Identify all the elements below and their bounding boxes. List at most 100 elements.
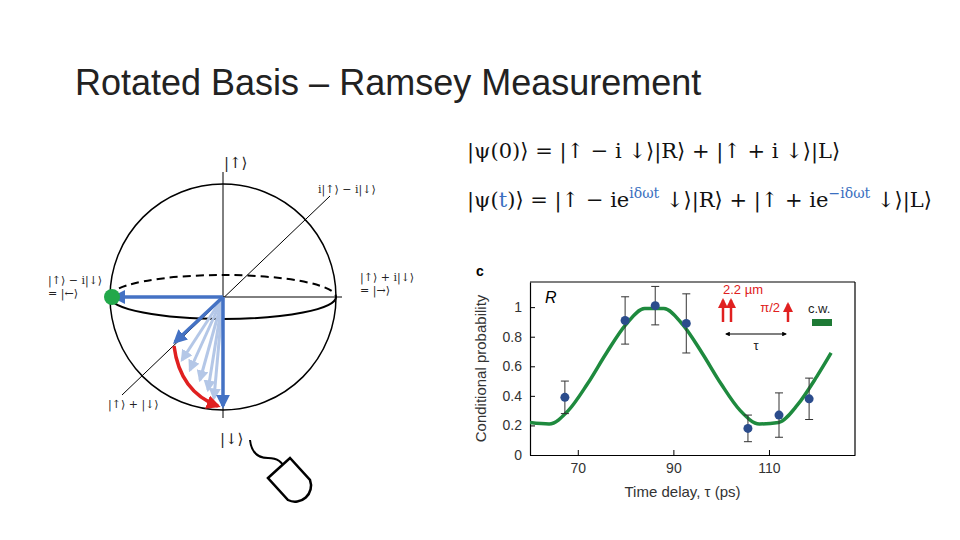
data-point (651, 301, 660, 310)
error-bar (775, 393, 783, 437)
y-tick-mark (530, 425, 535, 426)
data-point (560, 393, 569, 402)
fit-line (530, 309, 831, 424)
x-tick-mark (578, 450, 579, 455)
y-tick-mark (530, 337, 535, 338)
sphere-label: i|↑⟩ − i|↓⟩ (318, 183, 376, 197)
sphere-label: = |→⟩ (360, 284, 390, 298)
inset-arrow (722, 300, 725, 322)
inset-label: c.w. (808, 301, 830, 316)
inset: 2.2 µm π/2 c.w. τ (723, 282, 832, 353)
y-tick: 0.8 (503, 329, 535, 345)
error-bar-cap (561, 381, 569, 382)
error-bar-cap (744, 415, 752, 416)
equation-part: ↓⟩|R⟩ + |↑ + ie (659, 188, 828, 213)
chart: 70 90 110 0 0.2 0.4 0.6 0.8 1 c R Time delay, τ (ps… (472, 263, 856, 500)
x-axis: 70 90 110 (531, 450, 856, 476)
state-arrow (175, 297, 223, 342)
y-tick: 0.6 (503, 358, 535, 374)
error-bar-cap (682, 352, 690, 353)
y-tick-mark (530, 455, 535, 456)
error-bar-cap (651, 324, 659, 325)
error-bar-cap (621, 344, 629, 345)
frame-right (854, 282, 855, 455)
bloch-sphere: |↑⟩|↓⟩i|↑⟩ − i|↓⟩|↑⟩ + |↓⟩|↑⟩ − i|↓⟩= |←… (48, 154, 414, 448)
sphere-label: |↑⟩ (224, 154, 247, 172)
equation-part: |ψ( (467, 188, 499, 213)
error-bar-cap (651, 286, 659, 287)
error-bar (561, 381, 569, 414)
error-bar (682, 294, 690, 353)
y-tick-mark (530, 307, 535, 308)
data-point (682, 319, 691, 328)
axis-z (223, 172, 224, 418)
plot-area (530, 286, 831, 441)
data-point (805, 394, 814, 403)
equation-part: −iδωt (829, 185, 871, 201)
y-tick: 0.2 (503, 417, 535, 433)
error-bar-cap (775, 392, 783, 393)
equation-part: )⟩ = |↑ − ie (507, 188, 629, 213)
inset-arrow (730, 300, 733, 322)
panel-label: c (476, 263, 484, 279)
equation: |ψ(t)⟩ = |↑ − ieiδωt ↓⟩|R⟩ + |↑ + ie−iδω… (467, 185, 932, 213)
y-tick: 1 (514, 299, 535, 315)
x-tick: 70 (571, 450, 587, 476)
x-tick-label: 110 (758, 460, 781, 476)
error-bar-cap (621, 296, 629, 297)
error-bar-cap (805, 419, 813, 420)
y-tick: 0 (514, 447, 535, 463)
data-point (775, 411, 784, 420)
data-point (743, 424, 752, 433)
x-axis-line (531, 455, 856, 456)
state-arrow (221, 297, 225, 406)
error-bar-cap (682, 293, 690, 294)
equation-part: ↓⟩|L⟩ (870, 188, 932, 213)
error-bar-cap (775, 437, 783, 438)
y-axis: 0 0.2 0.4 0.6 0.8 1 (503, 283, 535, 463)
y-tick-label: 0.2 (503, 417, 523, 433)
equation-part: |ψ(0)⟩ = |↑ − i ↓⟩|R⟩ + |↑ + i ↓⟩|L⟩ (467, 139, 840, 164)
rotation-arc (174, 346, 218, 406)
inset-label: τ (753, 338, 759, 353)
error-bar (651, 286, 659, 324)
x-tick-mark (769, 450, 770, 455)
initial-state (104, 289, 120, 305)
inset-arrow (787, 304, 790, 322)
x-tick-mark (673, 450, 674, 455)
slide-title: Rotated Basis – Ramsey Measurement (75, 62, 701, 103)
state-arrow (114, 295, 223, 299)
y-tick-label: 0.4 (503, 388, 523, 404)
x-tick-label: 70 (571, 460, 587, 476)
detector-cable (250, 440, 285, 470)
slide: Rotated Basis – Ramsey Measurement|ψ(0)⟩… (0, 0, 960, 540)
x-axis-title: Time delay, τ (ps) (625, 483, 741, 500)
y-tick-label: 0.8 (503, 329, 523, 345)
inset-label: 2.2 µm (723, 282, 763, 297)
x-tick: 90 (666, 450, 682, 476)
y-tick-label: 0 (514, 447, 522, 463)
error-bar (805, 378, 813, 419)
x-tick-label: 90 (666, 460, 682, 476)
y-tick-label: 1 (514, 299, 522, 315)
detector (268, 458, 311, 502)
error-bar (621, 297, 629, 344)
y-axis-title: Conditional probability (472, 294, 489, 442)
y-axis-line (530, 283, 531, 456)
inset-label: π/2 (760, 300, 780, 315)
equation-part: iδωt (629, 185, 659, 201)
inset-delay (726, 333, 786, 334)
x-tick: 110 (758, 450, 781, 476)
y-tick-mark (530, 396, 535, 397)
y-tick-label: 0.6 (503, 358, 523, 374)
annotation: R (545, 289, 557, 306)
frame-top (530, 281, 855, 282)
error-bar (744, 415, 752, 442)
error-bar-cap (561, 413, 569, 414)
sphere-label: |↓⟩ (220, 430, 243, 448)
sphere-label: |↑⟩ − i|↓⟩ (48, 274, 102, 288)
error-bar-cap (744, 441, 752, 442)
sphere-label: |↑⟩ + |↓⟩ (108, 398, 159, 412)
error-bar-cap (805, 378, 813, 379)
inset-cw-pulse (812, 319, 832, 326)
